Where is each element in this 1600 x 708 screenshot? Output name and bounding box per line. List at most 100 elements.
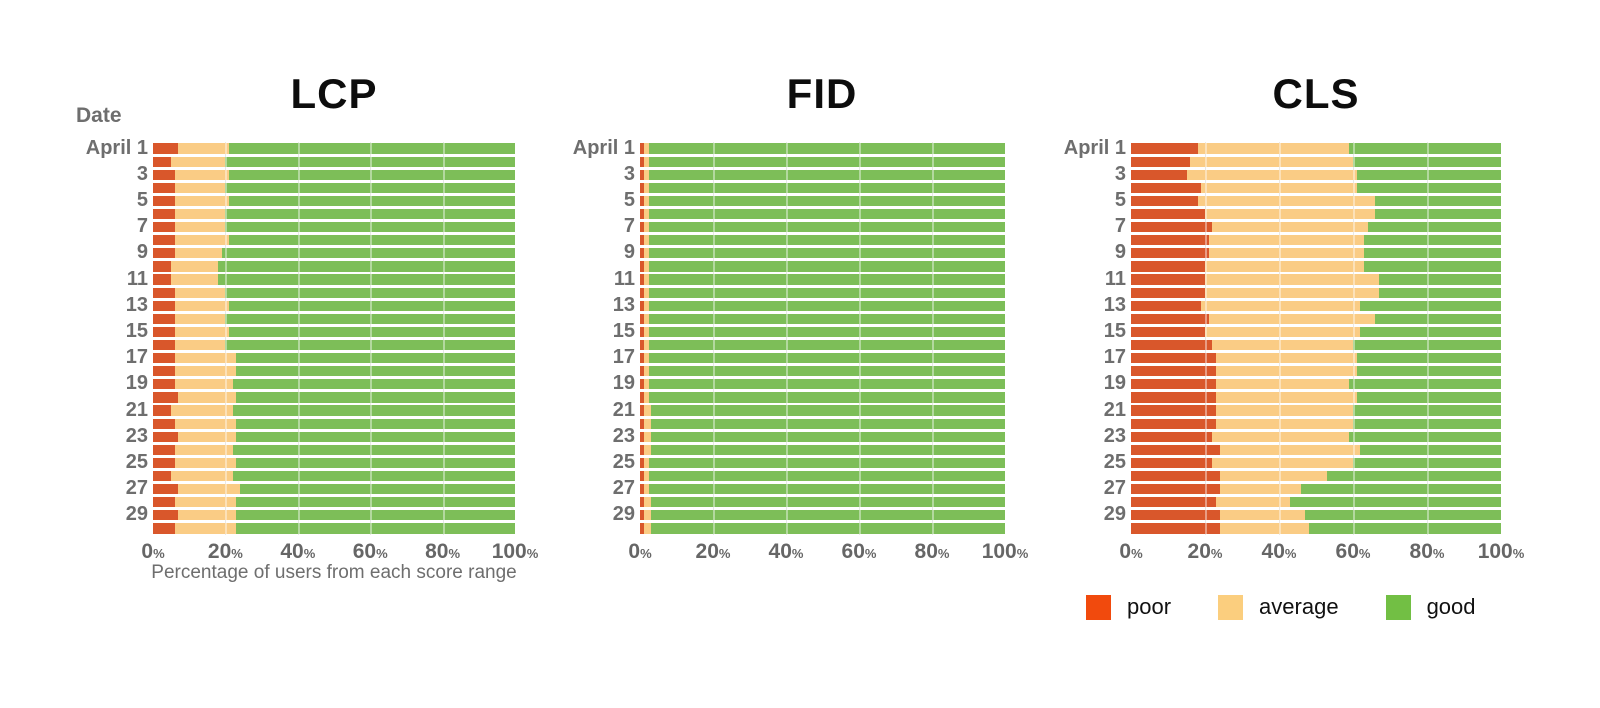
bar-segment-poor (153, 313, 175, 324)
bar-row (640, 484, 1005, 495)
bar-row (640, 208, 1005, 220)
bar-segment-poor (1131, 444, 1220, 455)
bar-segment-poor (153, 484, 179, 495)
bar-segment-good (221, 248, 515, 259)
bar-segment-good (650, 444, 1005, 455)
bar-segment-average (174, 444, 233, 455)
x-tick-label: 60% (841, 540, 877, 563)
bar-row (1131, 156, 1501, 167)
bar-segment-poor (1131, 313, 1209, 324)
date-label: April 1 (85, 136, 148, 159)
bar-row (1131, 143, 1501, 154)
bar-row (153, 313, 515, 324)
bar-row (1131, 392, 1501, 403)
bar-segment-good (1375, 208, 1501, 220)
bar-segment-average (174, 418, 237, 429)
bar-row (1131, 366, 1501, 377)
bar-segment-good (1301, 484, 1501, 495)
date-label: 27 (1103, 477, 1126, 500)
bar-segment-good (1349, 431, 1501, 442)
bar-segment-poor (640, 248, 644, 259)
bar-segment-average (174, 339, 226, 351)
bar-segment-poor (640, 143, 644, 154)
bar-segment-good (650, 523, 1005, 534)
bar-segment-good (649, 169, 1005, 180)
bar-segment-average (1216, 392, 1357, 403)
bar-segment-good (1308, 523, 1501, 534)
date-label: 3 (1114, 162, 1126, 185)
bar-segment-average (643, 287, 650, 298)
bar-segment-good (649, 457, 1005, 469)
bar-row (153, 222, 515, 233)
bar-segment-good (649, 392, 1005, 403)
bar-segment-average (643, 169, 650, 180)
bar-segment-poor (1131, 208, 1205, 220)
bar-segment-poor (1131, 379, 1217, 390)
bar-segment-average (1219, 444, 1361, 455)
bar-segment-average (1212, 431, 1350, 442)
date-label: 23 (1103, 424, 1126, 447)
bar-segment-average (174, 222, 226, 233)
bar-segment-poor (640, 497, 644, 508)
bar-segment-average (174, 313, 226, 324)
bar-segment-average (1219, 523, 1309, 534)
bar-segment-average (1212, 457, 1353, 469)
x-tick-label: 0% (141, 540, 165, 563)
bar-segment-good (239, 484, 515, 495)
bar-segment-poor (1131, 143, 1198, 154)
x-tick-label: 0% (628, 540, 652, 563)
bar-segment-average (1205, 326, 1361, 338)
bar-segment-average (178, 510, 237, 521)
x-tick-label: 0% (1119, 540, 1143, 563)
y-axis-labels-fid: April 1 3 5 7 9 11 13 15 17 19 21 23 25 27 29 (485, 137, 635, 535)
bar-row (153, 287, 515, 298)
bar-row (153, 431, 515, 442)
bar-row (1131, 313, 1501, 324)
bar-segment-poor (1131, 484, 1220, 495)
date-label: 7 (623, 215, 635, 238)
bar-segment-good (225, 208, 515, 220)
bar-segment-poor (153, 379, 175, 390)
bar-segment-poor (640, 510, 644, 521)
bar-segment-average (1205, 287, 1379, 298)
legend-item-average: average (1218, 594, 1339, 620)
bar-segment-poor (1131, 431, 1213, 442)
x-tick-label: 100% (491, 540, 539, 563)
bar-row (153, 444, 515, 455)
y-axis-labels-cls: April 1 3 5 7 9 11 13 15 17 19 21 23 25 27 29 (976, 137, 1126, 535)
bar-segment-average (1219, 484, 1302, 495)
bar-segment-average (1186, 169, 1357, 180)
bar-segment-poor (153, 392, 179, 403)
stacked-bar-plot-cls (1131, 142, 1501, 535)
bar-segment-good (650, 405, 1005, 416)
bar-segment-average (174, 169, 230, 180)
bar-segment-poor (640, 379, 644, 390)
bar-segment-average (1216, 379, 1350, 390)
bar-segment-average (1205, 274, 1379, 285)
bar-segment-average (643, 339, 650, 351)
bar-segment-good (649, 353, 1005, 364)
bar-segment-average (643, 457, 650, 469)
bar-segment-poor (153, 274, 172, 285)
bar-row (153, 457, 515, 469)
bar-segment-poor (640, 366, 644, 377)
bar-row (640, 379, 1005, 390)
bar-segment-average (174, 366, 237, 377)
bar-segment-average (171, 261, 219, 272)
bar-segment-average (174, 353, 237, 364)
bar-segment-average (174, 523, 237, 534)
bar-segment-average (1201, 182, 1357, 193)
x-tick-label: 80% (1409, 540, 1445, 563)
bar-segment-average (1208, 313, 1376, 324)
bar-row (153, 169, 515, 180)
bar-segment-poor (1131, 287, 1205, 298)
bar-segment-poor (153, 418, 175, 429)
bar-segment-average (1219, 470, 1328, 482)
date-label: 7 (136, 215, 148, 238)
bar-segment-average (643, 326, 650, 338)
x-tick-label: 20% (695, 540, 731, 563)
bar-segment-good (236, 510, 515, 521)
bar-segment-average (643, 497, 651, 508)
date-label: 13 (612, 293, 635, 316)
bar-segment-poor (640, 470, 644, 482)
